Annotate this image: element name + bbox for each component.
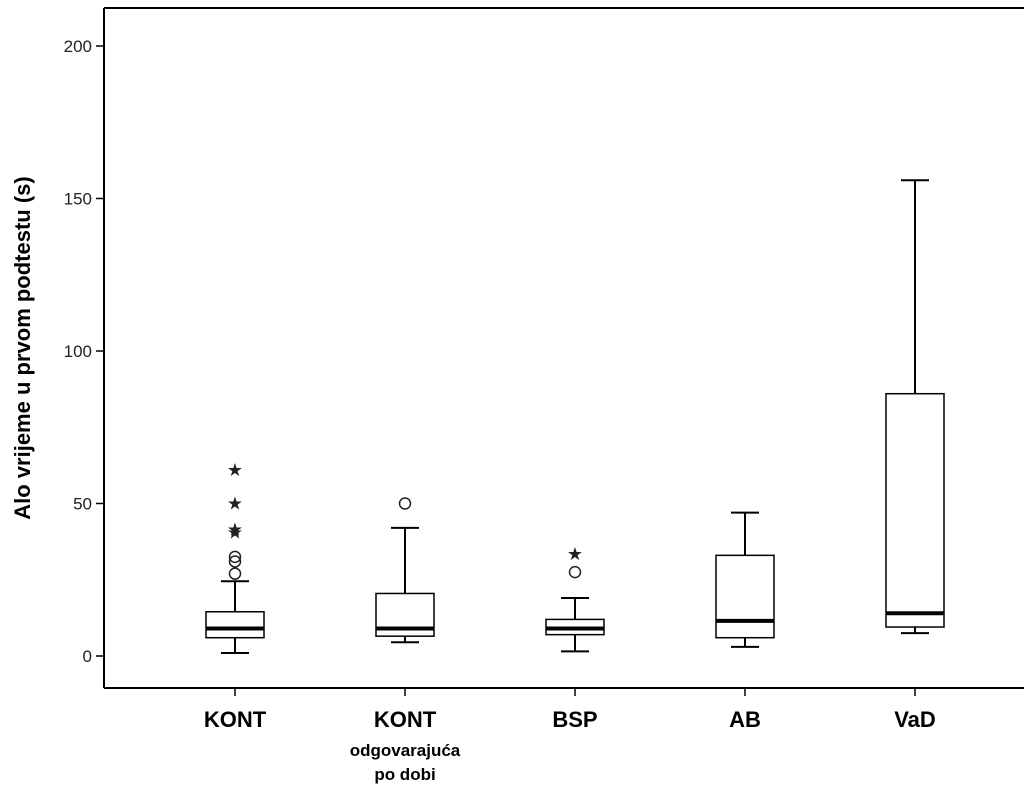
outlier-circle bbox=[228, 567, 242, 580]
category-label: KONT bbox=[374, 707, 437, 732]
box-iqr bbox=[205, 611, 265, 639]
box-iqr bbox=[885, 392, 945, 628]
outlier-circle bbox=[228, 550, 242, 564]
y-tick-label: 200 bbox=[64, 37, 92, 56]
outlier-star: ★ bbox=[227, 460, 243, 481]
y-tick-label: 0 bbox=[83, 647, 92, 666]
category-sublabel: po dobi bbox=[374, 765, 435, 784]
category-sublabel: odgovarajuća bbox=[350, 741, 461, 760]
y-tick-label: 50 bbox=[73, 495, 92, 514]
y-tick-label: 150 bbox=[64, 190, 92, 209]
outlier-circle bbox=[228, 555, 242, 568]
outlier-star: ★ bbox=[567, 544, 583, 565]
category-label: VaD bbox=[894, 707, 936, 732]
category-label: AB bbox=[729, 707, 761, 732]
y-ticks: 0 50 100 150 200 bbox=[64, 37, 104, 666]
box-group: ★★★★ bbox=[205, 460, 265, 654]
y-tick-label: 100 bbox=[64, 342, 92, 361]
outlier-star: ★ bbox=[227, 522, 243, 543]
box-group bbox=[375, 497, 435, 644]
box-group bbox=[715, 511, 775, 648]
y-axis-title: Alo vrijeme u prvom podtestu (s) bbox=[10, 176, 35, 520]
outlier-star: ★ bbox=[227, 519, 243, 540]
outlier-circle bbox=[398, 497, 412, 510]
boxes: ★★★★★ bbox=[205, 179, 945, 654]
box-group bbox=[885, 179, 945, 635]
box-group: ★ bbox=[545, 544, 605, 653]
category-label: BSP bbox=[552, 707, 597, 732]
category-label: KONT bbox=[204, 707, 267, 732]
box-iqr bbox=[715, 554, 775, 639]
category-labels: KONT KONT odgovarajuća po dobi BSP AB VaD bbox=[204, 688, 936, 784]
outlier-circle bbox=[568, 565, 582, 579]
outlier-star: ★ bbox=[227, 494, 243, 515]
axes bbox=[103, 7, 1024, 689]
